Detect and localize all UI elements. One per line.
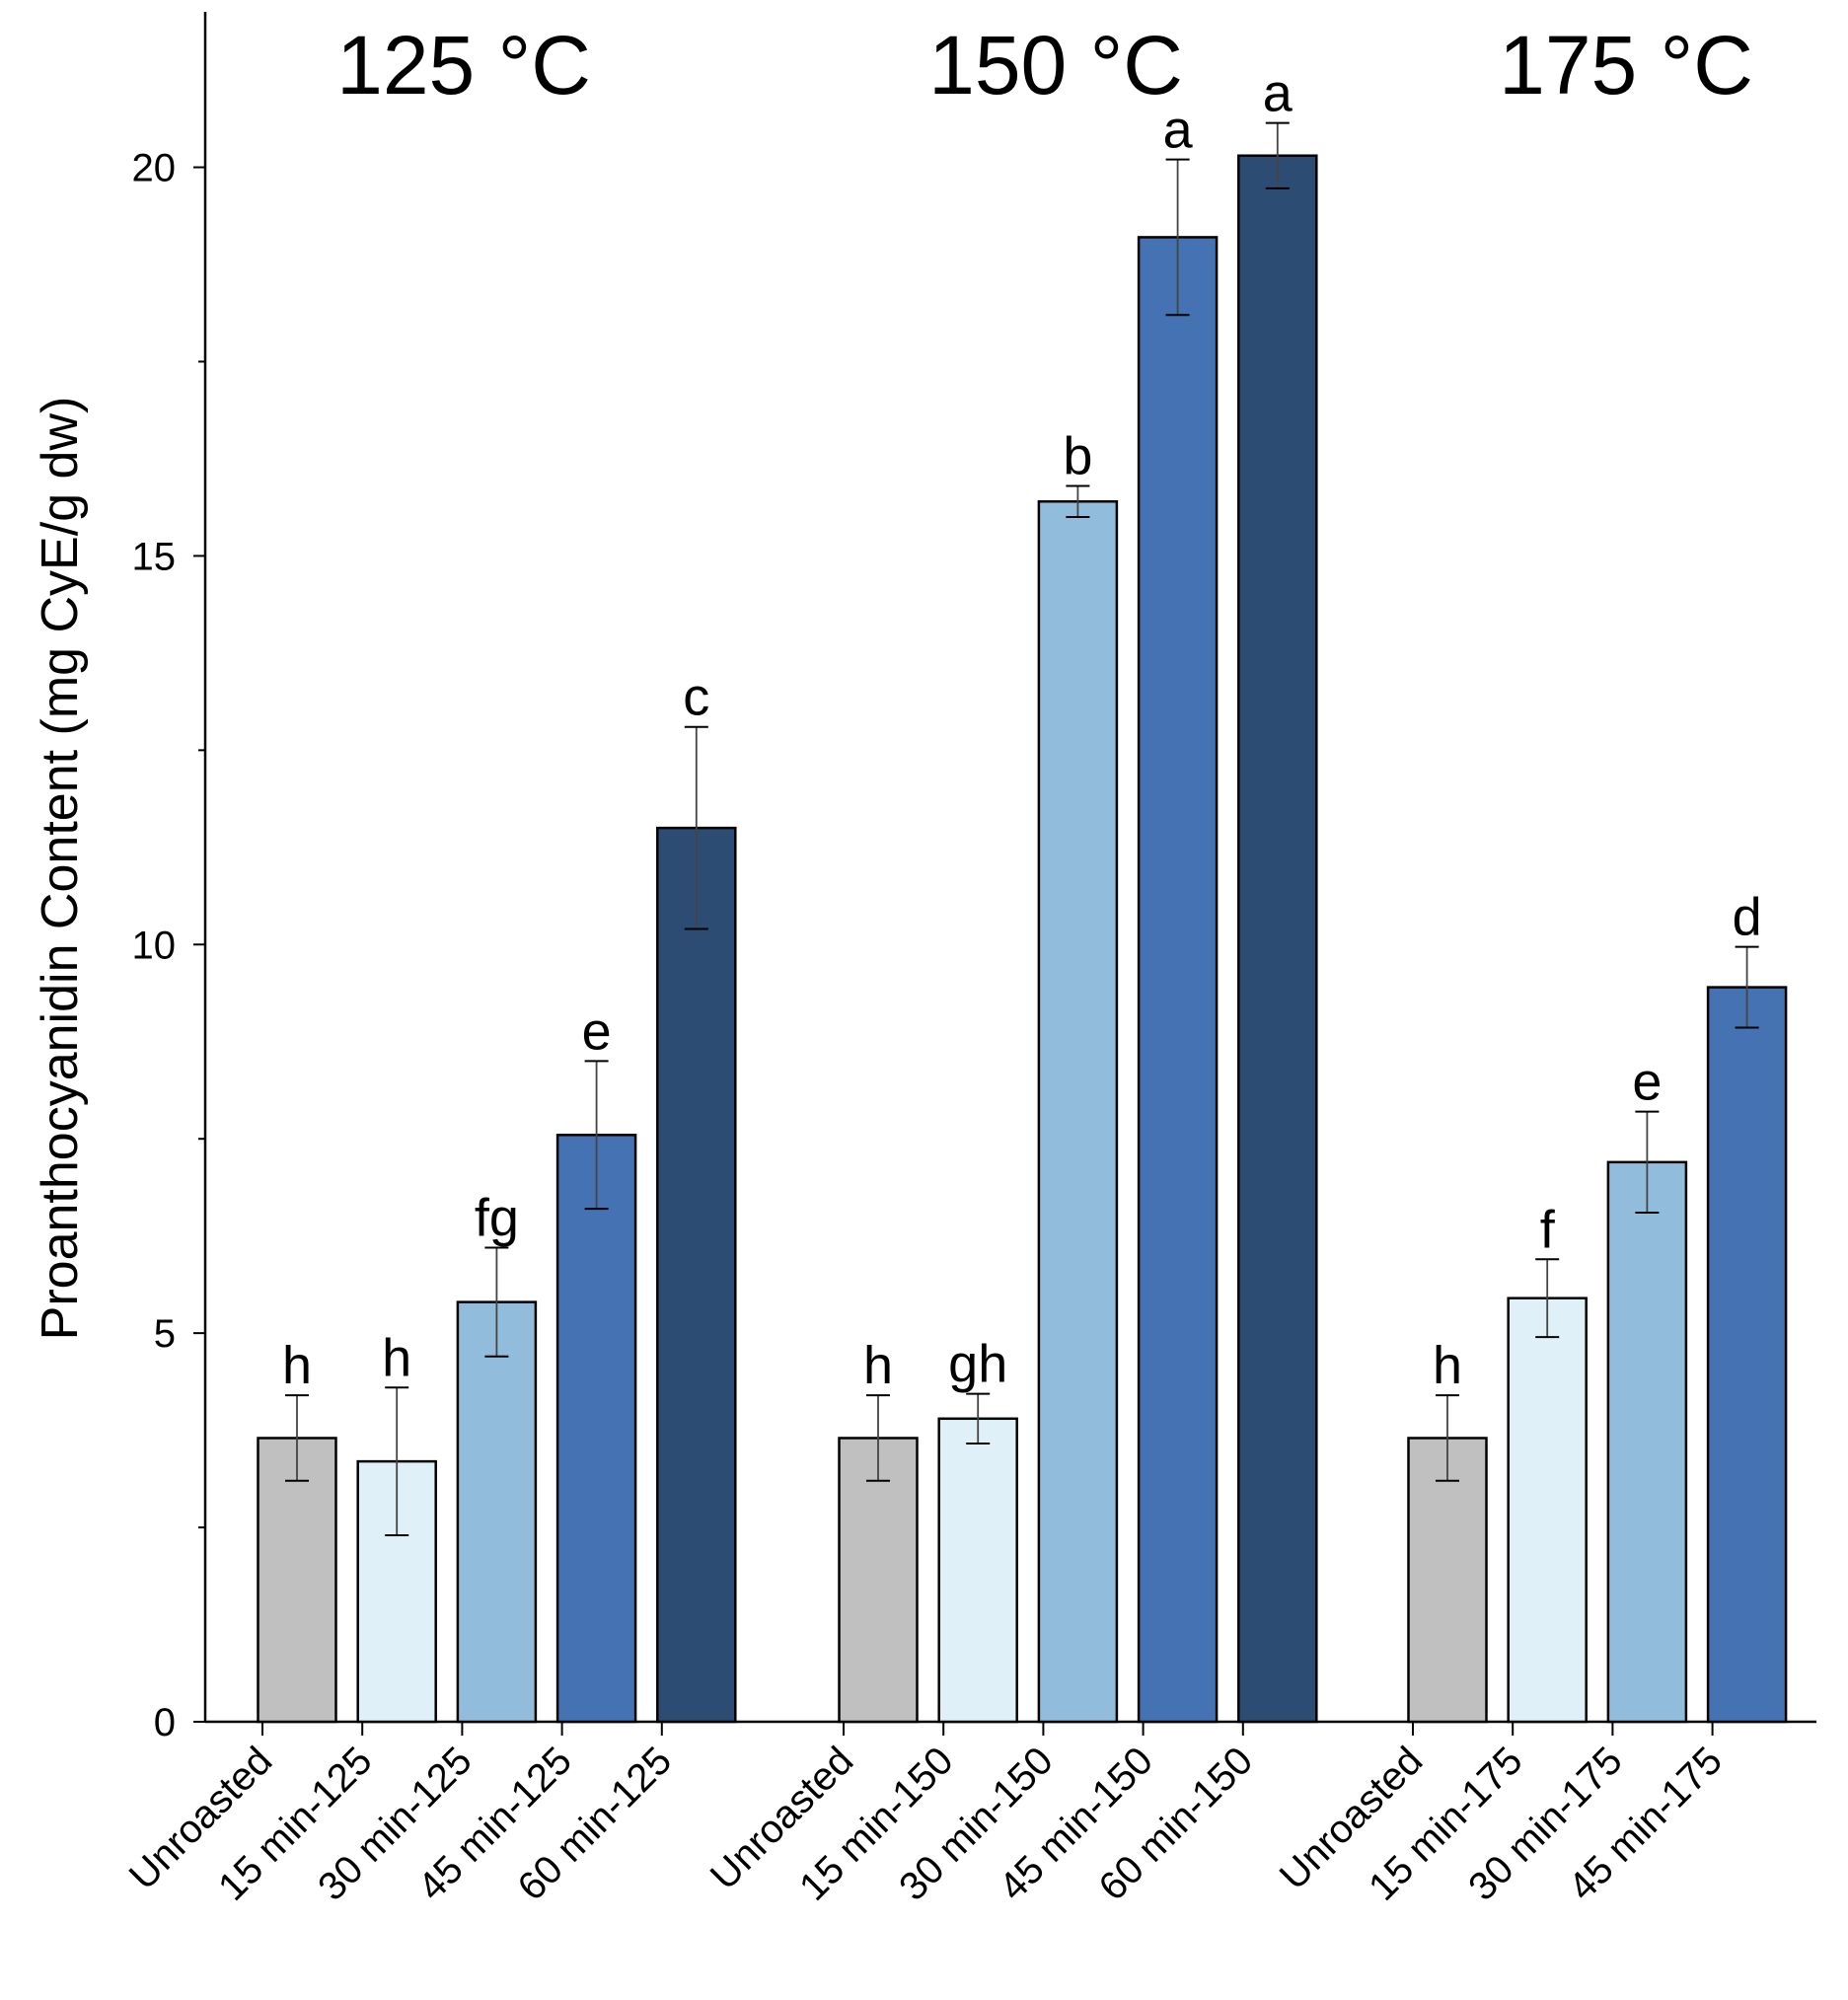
significance-letter: e	[1632, 1053, 1662, 1112]
significance-letter: c	[683, 668, 709, 727]
significance-letter: h	[382, 1328, 411, 1387]
y-tick-label: 15	[132, 535, 177, 578]
significance-letter: d	[1733, 888, 1762, 947]
bar	[656, 826, 737, 1724]
bar	[1237, 154, 1318, 1724]
y-tick-label: 0	[154, 1701, 176, 1744]
bar	[1507, 1296, 1588, 1724]
bar	[555, 1134, 637, 1724]
bar	[1037, 500, 1119, 1724]
bar	[1137, 236, 1219, 1724]
bar	[257, 1437, 337, 1724]
significance-letter: fg	[475, 1188, 519, 1247]
bar	[937, 1417, 1018, 1724]
significance-letter: h	[1433, 1336, 1462, 1395]
significance-letter: a	[1263, 64, 1294, 123]
axes: 0 5 10 15 20 Proanthocyanidin Content (mg CyE…	[32, 12, 1816, 1744]
bar	[1407, 1437, 1488, 1724]
group-title: 175 °C	[1499, 19, 1753, 111]
significance-letter: gh	[948, 1335, 1007, 1394]
significance-letter: f	[1540, 1200, 1556, 1259]
significance-letter: e	[582, 1001, 612, 1061]
y-tick-label: 20	[132, 147, 177, 190]
y-tick-label: 5	[154, 1312, 176, 1356]
significance-letter: a	[1163, 101, 1194, 160]
significance-letter: h	[282, 1336, 312, 1395]
group-title: 150 °C	[928, 19, 1183, 111]
bars	[257, 121, 1788, 1724]
y-tick-label: 10	[132, 924, 177, 967]
y-axis-title: Proanthocyanidin Content (mg CyE/g dw)	[32, 397, 89, 1341]
bar	[456, 1300, 538, 1724]
bar	[838, 1437, 919, 1724]
group-title: 125 °C	[336, 19, 591, 111]
significance-letter: b	[1063, 427, 1092, 486]
bar	[1706, 986, 1788, 1724]
significance-letter: h	[863, 1336, 893, 1395]
bar	[1606, 1160, 1688, 1724]
